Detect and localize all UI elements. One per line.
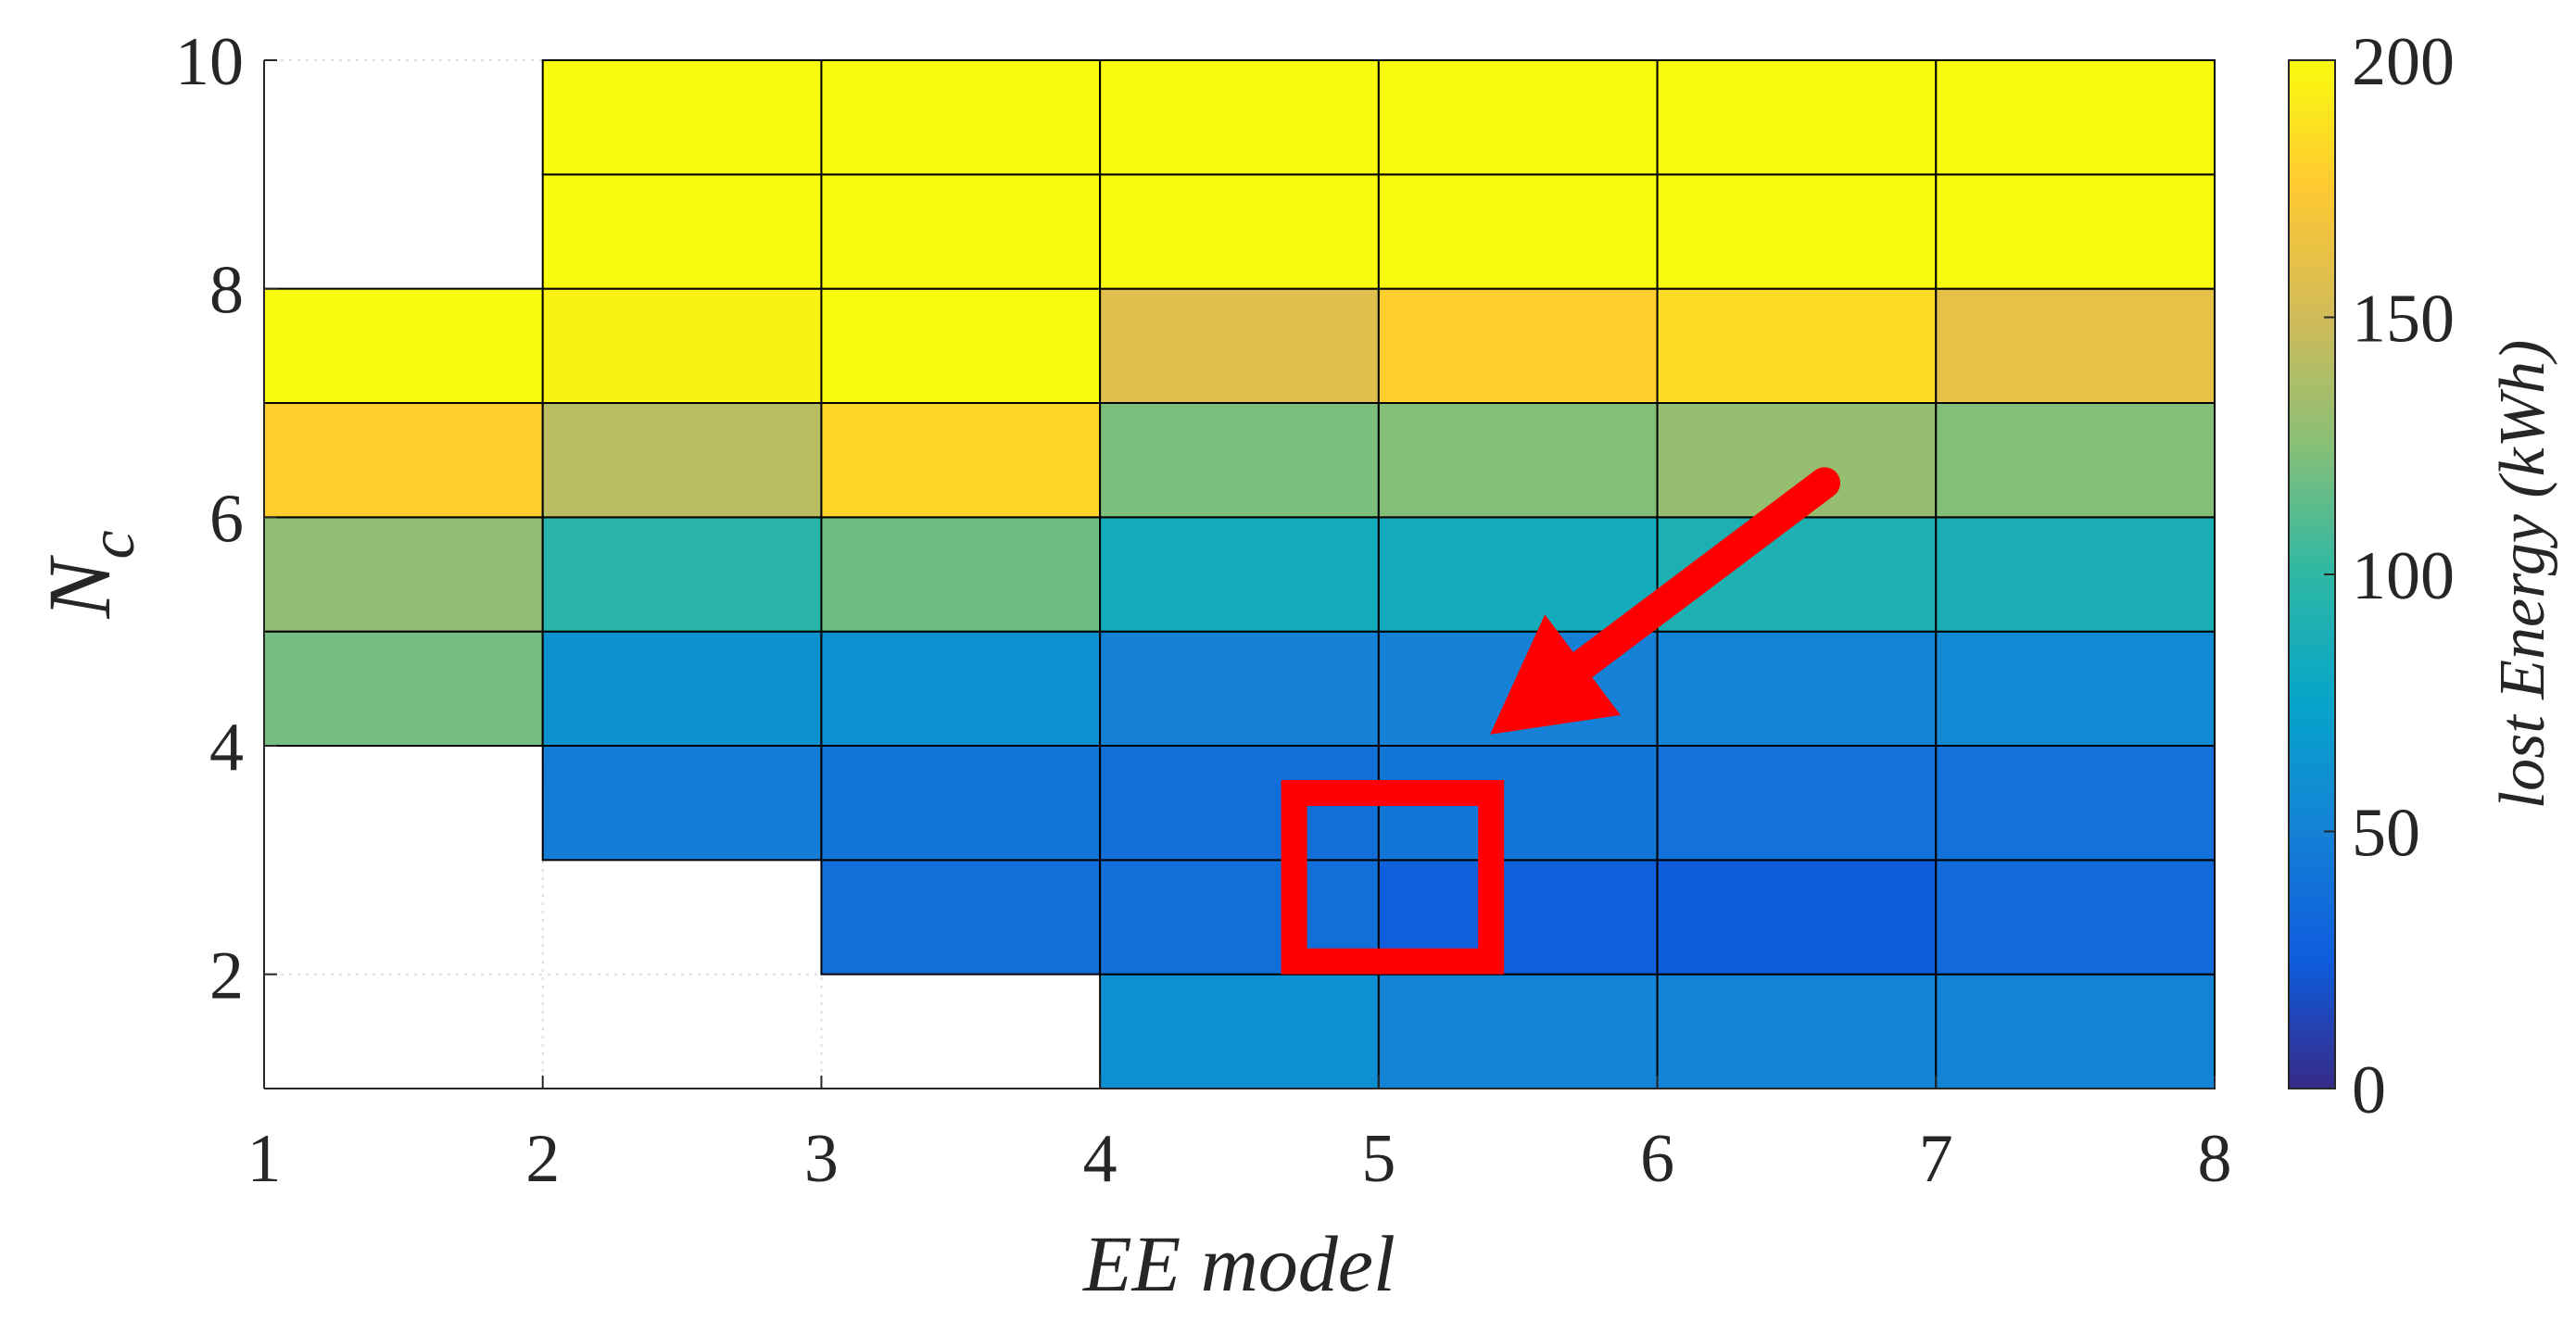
heatmap-cell — [820, 516, 1102, 633]
x-tick-label: 6 — [1640, 1121, 1674, 1197]
heatmap-cell — [1935, 402, 2216, 519]
y-axis-title: Nc — [30, 530, 148, 619]
arrow-shaft — [1560, 467, 1840, 686]
heatmap-cell — [1656, 630, 1938, 748]
heatmap-cell — [1935, 287, 2216, 404]
y-tick-label: 8 — [209, 253, 244, 329]
heatmap-cell — [1099, 59, 1380, 176]
heatmap-cells — [263, 59, 2216, 1089]
heatmap-cell — [1935, 630, 2216, 748]
y-tick-label: 4 — [209, 710, 244, 786]
x-tick-label: 4 — [1083, 1121, 1118, 1197]
heatmap-cell — [1935, 516, 2216, 633]
heatmap-cell — [1099, 516, 1380, 633]
x-tick-label: 1 — [247, 1121, 282, 1197]
heatmap-cell — [820, 745, 1102, 862]
colorbar-title: lost Energy (kWh) — [2487, 340, 2558, 810]
heatmap-cell — [263, 287, 544, 404]
heatmap-cell — [263, 516, 544, 633]
heatmap-cell — [820, 59, 1102, 176]
heatmap-cell — [541, 745, 823, 862]
heatmap-cell — [1935, 859, 2216, 976]
colorbar-tick-label: 150 — [2352, 282, 2455, 358]
x-axis-title: EE model — [1081, 1219, 1395, 1308]
heatmap-cell — [1377, 973, 1659, 1089]
heatmap-cell — [541, 402, 823, 519]
heatmap-cell — [820, 402, 1102, 519]
arrow-head — [1490, 614, 1621, 735]
heatmap-cell — [1377, 59, 1659, 176]
y-tick-label: 6 — [209, 481, 244, 557]
heatmap-cell — [820, 287, 1102, 404]
heatmap-cell — [1099, 173, 1380, 290]
heatmap-cell — [263, 630, 544, 748]
x-tick-label: 8 — [2198, 1121, 2232, 1197]
heatmap-cell — [541, 630, 823, 748]
heatmap-cell — [1935, 59, 2216, 176]
heatmap-cell — [1099, 287, 1380, 404]
y-tick-label: 10 — [175, 24, 244, 100]
heatmap-cell — [1099, 402, 1380, 519]
heatmap-cell — [541, 516, 823, 633]
heatmap-cell — [1656, 973, 1938, 1089]
heatmap-cell — [1935, 973, 2216, 1089]
heatmap-cell — [263, 402, 544, 519]
heatmap-cell — [1377, 173, 1659, 290]
heatmap-cell — [1656, 745, 1938, 862]
heatmap-cell — [1656, 287, 1938, 404]
heatmap-cell — [1935, 745, 2216, 862]
heatmap-cell — [1935, 173, 2216, 290]
heatmap-cell — [541, 173, 823, 290]
axes: 1 2 3 4 5 6 7 8 2 4 6 8 10 EE model Nc — [30, 24, 2232, 1308]
x-tick-label: 7 — [1919, 1121, 1953, 1197]
colorbar-tick-label: 0 — [2352, 1052, 2386, 1128]
highlight-box — [1281, 780, 1505, 975]
colorbar-tick-label: 50 — [2352, 796, 2420, 872]
heatmap-cell — [820, 859, 1102, 976]
colorbar: 0 50 100 150 200 lost Energy (kWh) — [2288, 24, 2558, 1128]
heatmap-cell — [1099, 630, 1380, 748]
annotations — [1281, 467, 1840, 975]
y-tick-label: 2 — [209, 938, 244, 1014]
heatmap-cell — [1656, 859, 1938, 976]
x-tick-label: 2 — [525, 1121, 560, 1197]
heatmap-cell — [820, 630, 1102, 748]
colorbar-tick-label: 200 — [2352, 24, 2455, 100]
heatmap-cell — [1656, 173, 1938, 290]
heatmap-cell — [541, 59, 823, 176]
heatmap-cell — [1099, 973, 1380, 1089]
heatmap-cell — [1377, 516, 1659, 633]
heatmap-cell — [541, 287, 823, 404]
colorbar-tick-label: 100 — [2352, 538, 2455, 614]
heatmap-cell — [1377, 287, 1659, 404]
heatmap-cell — [820, 173, 1102, 290]
heatmap-cell — [1656, 59, 1938, 176]
heatmap-cell — [1377, 402, 1659, 519]
x-tick-label: 5 — [1361, 1121, 1395, 1197]
x-tick-label: 3 — [804, 1121, 839, 1197]
